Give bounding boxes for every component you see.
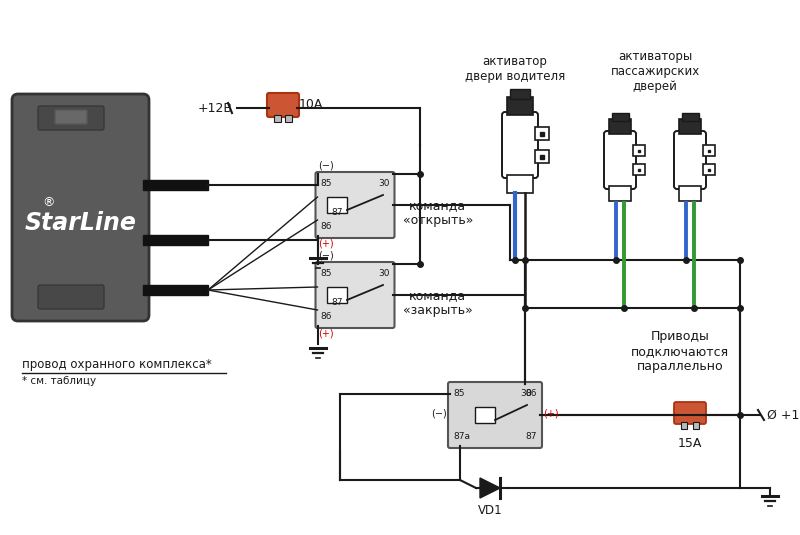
Text: команда
«открыть»: команда «открыть» (402, 199, 473, 227)
Text: Ø +12В: Ø +12В (767, 409, 800, 422)
Bar (679, 186, 701, 201)
Bar (693, 422, 699, 429)
Bar (507, 97, 533, 115)
Bar (703, 164, 715, 175)
FancyBboxPatch shape (38, 285, 104, 309)
Text: (−): (−) (318, 161, 334, 171)
FancyBboxPatch shape (267, 93, 299, 117)
Text: 87: 87 (331, 298, 343, 307)
Text: 15А: 15А (678, 437, 702, 450)
Bar (609, 119, 631, 134)
Bar (143, 180, 208, 190)
Text: активатор
двери водителя: активатор двери водителя (465, 55, 565, 83)
Bar (475, 407, 495, 423)
Bar (274, 115, 281, 122)
Text: ®: ® (42, 196, 55, 209)
Text: (+): (+) (543, 408, 558, 418)
Text: 87: 87 (331, 208, 343, 217)
Bar (510, 89, 530, 99)
Text: (−): (−) (431, 408, 447, 418)
Bar (681, 422, 687, 429)
Text: 87: 87 (526, 432, 537, 441)
Text: активаторы
пассажирских
дверей: активаторы пассажирских дверей (610, 50, 700, 93)
Bar (535, 127, 549, 140)
Text: (+): (+) (318, 329, 334, 339)
Bar (703, 145, 715, 156)
FancyBboxPatch shape (12, 94, 149, 321)
Bar (327, 287, 347, 303)
Bar (633, 145, 645, 156)
Text: 30: 30 (378, 179, 390, 188)
Text: (+): (+) (318, 239, 334, 249)
Text: VD1: VD1 (478, 504, 502, 517)
Bar (143, 285, 208, 295)
FancyBboxPatch shape (674, 131, 706, 189)
Polygon shape (480, 478, 500, 498)
Text: 30: 30 (378, 269, 390, 278)
Text: 86: 86 (321, 312, 332, 321)
Bar (633, 164, 645, 175)
Text: +12В: +12В (198, 103, 233, 116)
Bar (609, 186, 631, 201)
Text: * см. таблицу: * см. таблицу (22, 376, 96, 386)
Text: провод охранного комплекса*: провод охранного комплекса* (22, 358, 212, 371)
FancyBboxPatch shape (448, 382, 542, 448)
FancyBboxPatch shape (315, 172, 394, 238)
Bar (507, 175, 533, 193)
Text: StarLine: StarLine (25, 210, 137, 234)
Text: 30: 30 (520, 389, 531, 398)
FancyBboxPatch shape (604, 131, 636, 189)
Text: 85: 85 (321, 179, 332, 188)
FancyBboxPatch shape (674, 402, 706, 424)
Bar (679, 119, 701, 134)
Text: 85: 85 (453, 389, 465, 398)
Bar (682, 113, 699, 121)
Text: 86: 86 (321, 222, 332, 231)
FancyBboxPatch shape (502, 112, 538, 178)
FancyBboxPatch shape (315, 262, 394, 328)
Text: 87a: 87a (453, 432, 470, 441)
Text: Приводы
подключаются
параллельно: Приводы подключаются параллельно (631, 330, 729, 373)
Bar (612, 113, 629, 121)
Bar (535, 150, 549, 163)
Text: 10А: 10А (299, 97, 323, 111)
Text: 85: 85 (321, 269, 332, 278)
Bar (327, 197, 347, 213)
Text: (−): (−) (318, 251, 334, 261)
FancyBboxPatch shape (55, 110, 87, 124)
Text: команда
«закрыть»: команда «закрыть» (402, 289, 472, 317)
FancyBboxPatch shape (38, 106, 104, 130)
Text: 86: 86 (526, 389, 537, 398)
Bar (143, 235, 208, 245)
Bar (285, 115, 292, 122)
